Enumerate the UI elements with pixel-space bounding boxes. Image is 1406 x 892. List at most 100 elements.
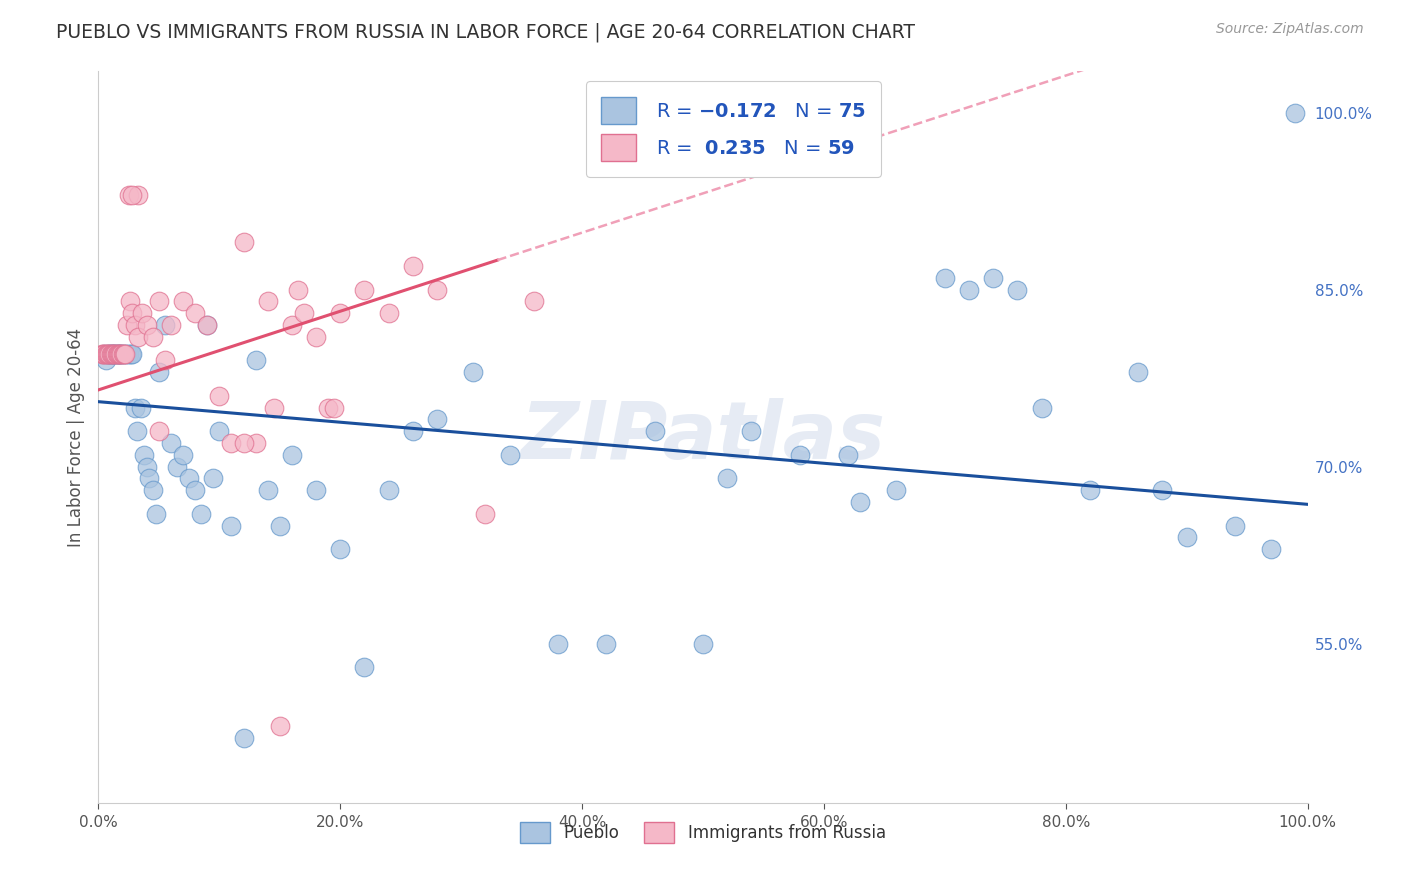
Point bbox=[329, 306, 352, 320]
Point bbox=[111, 347, 134, 361]
Text: ZIPatlas: ZIPatlas bbox=[520, 398, 886, 476]
Point bbox=[142, 330, 165, 344]
Point bbox=[118, 188, 141, 202]
Point bbox=[402, 259, 425, 273]
Point bbox=[263, 401, 285, 415]
Point bbox=[849, 495, 872, 509]
Point bbox=[135, 459, 157, 474]
Point bbox=[127, 188, 149, 202]
Point bbox=[117, 318, 139, 332]
Point bbox=[103, 347, 125, 361]
Point bbox=[426, 412, 449, 426]
Point bbox=[740, 424, 762, 438]
Point bbox=[127, 330, 149, 344]
Point bbox=[190, 507, 212, 521]
Point bbox=[91, 347, 114, 361]
Point bbox=[232, 235, 254, 250]
Point bbox=[100, 347, 122, 361]
Point bbox=[292, 306, 315, 320]
Point bbox=[107, 347, 129, 361]
Point bbox=[281, 448, 304, 462]
Point bbox=[329, 542, 352, 557]
Point bbox=[135, 318, 157, 332]
Point bbox=[184, 306, 207, 320]
Point bbox=[160, 436, 183, 450]
Point bbox=[93, 347, 115, 361]
Point bbox=[232, 731, 254, 745]
Point bbox=[305, 330, 328, 344]
Point bbox=[96, 347, 118, 361]
Point bbox=[142, 483, 165, 498]
Point bbox=[148, 294, 170, 309]
Point bbox=[166, 459, 188, 474]
Text: PUEBLO VS IMMIGRANTS FROM RUSSIA IN LABOR FORCE | AGE 20-64 CORRELATION CHART: PUEBLO VS IMMIGRANTS FROM RUSSIA IN LABO… bbox=[56, 22, 915, 42]
Point bbox=[108, 347, 131, 361]
Point bbox=[245, 436, 267, 450]
Point bbox=[221, 518, 243, 533]
Point bbox=[105, 347, 128, 361]
Point bbox=[110, 347, 132, 361]
Point bbox=[94, 353, 117, 368]
Point bbox=[103, 347, 125, 361]
Point bbox=[138, 471, 160, 485]
Point bbox=[100, 347, 122, 361]
Point bbox=[498, 448, 520, 462]
Point bbox=[644, 424, 666, 438]
Point bbox=[124, 401, 146, 415]
Point bbox=[402, 424, 425, 438]
Point bbox=[595, 636, 617, 650]
Point bbox=[208, 424, 231, 438]
Point bbox=[124, 318, 146, 332]
Point bbox=[100, 347, 122, 361]
Point bbox=[94, 347, 117, 361]
Point bbox=[463, 365, 485, 379]
Point bbox=[91, 347, 114, 361]
Point bbox=[269, 518, 291, 533]
Point bbox=[1031, 401, 1053, 415]
Point bbox=[111, 347, 134, 361]
Point bbox=[131, 306, 153, 320]
Point bbox=[172, 294, 194, 309]
Point bbox=[886, 483, 908, 498]
Point bbox=[474, 507, 496, 521]
Point bbox=[108, 347, 131, 361]
Point bbox=[426, 283, 449, 297]
Point bbox=[120, 347, 142, 361]
Point bbox=[377, 306, 399, 320]
Point bbox=[1007, 283, 1029, 297]
Point bbox=[114, 347, 136, 361]
Point bbox=[523, 294, 546, 309]
Point bbox=[195, 318, 218, 332]
Point bbox=[202, 471, 225, 485]
Point bbox=[110, 347, 132, 361]
Point bbox=[1078, 483, 1101, 498]
Point bbox=[153, 318, 176, 332]
Point bbox=[981, 270, 1004, 285]
Point bbox=[692, 636, 714, 650]
Point bbox=[121, 306, 143, 320]
Point bbox=[957, 283, 980, 297]
Point bbox=[195, 318, 218, 332]
Point bbox=[104, 347, 127, 361]
Text: Source: ZipAtlas.com: Source: ZipAtlas.com bbox=[1216, 22, 1364, 37]
Point bbox=[323, 401, 346, 415]
Point bbox=[789, 448, 811, 462]
Point bbox=[108, 347, 131, 361]
Point bbox=[145, 507, 167, 521]
Point bbox=[148, 365, 170, 379]
Point bbox=[108, 347, 131, 361]
Point bbox=[101, 347, 124, 361]
Point bbox=[269, 719, 291, 733]
Point bbox=[179, 471, 201, 485]
Point bbox=[98, 347, 121, 361]
Point bbox=[1175, 530, 1198, 544]
Point bbox=[104, 347, 127, 361]
Point bbox=[281, 318, 304, 332]
Point bbox=[129, 401, 152, 415]
Point bbox=[134, 448, 156, 462]
Point bbox=[100, 347, 122, 361]
Point bbox=[107, 347, 129, 361]
Legend: Pueblo, Immigrants from Russia: Pueblo, Immigrants from Russia bbox=[513, 815, 893, 849]
Point bbox=[160, 318, 183, 332]
Point bbox=[232, 436, 254, 450]
